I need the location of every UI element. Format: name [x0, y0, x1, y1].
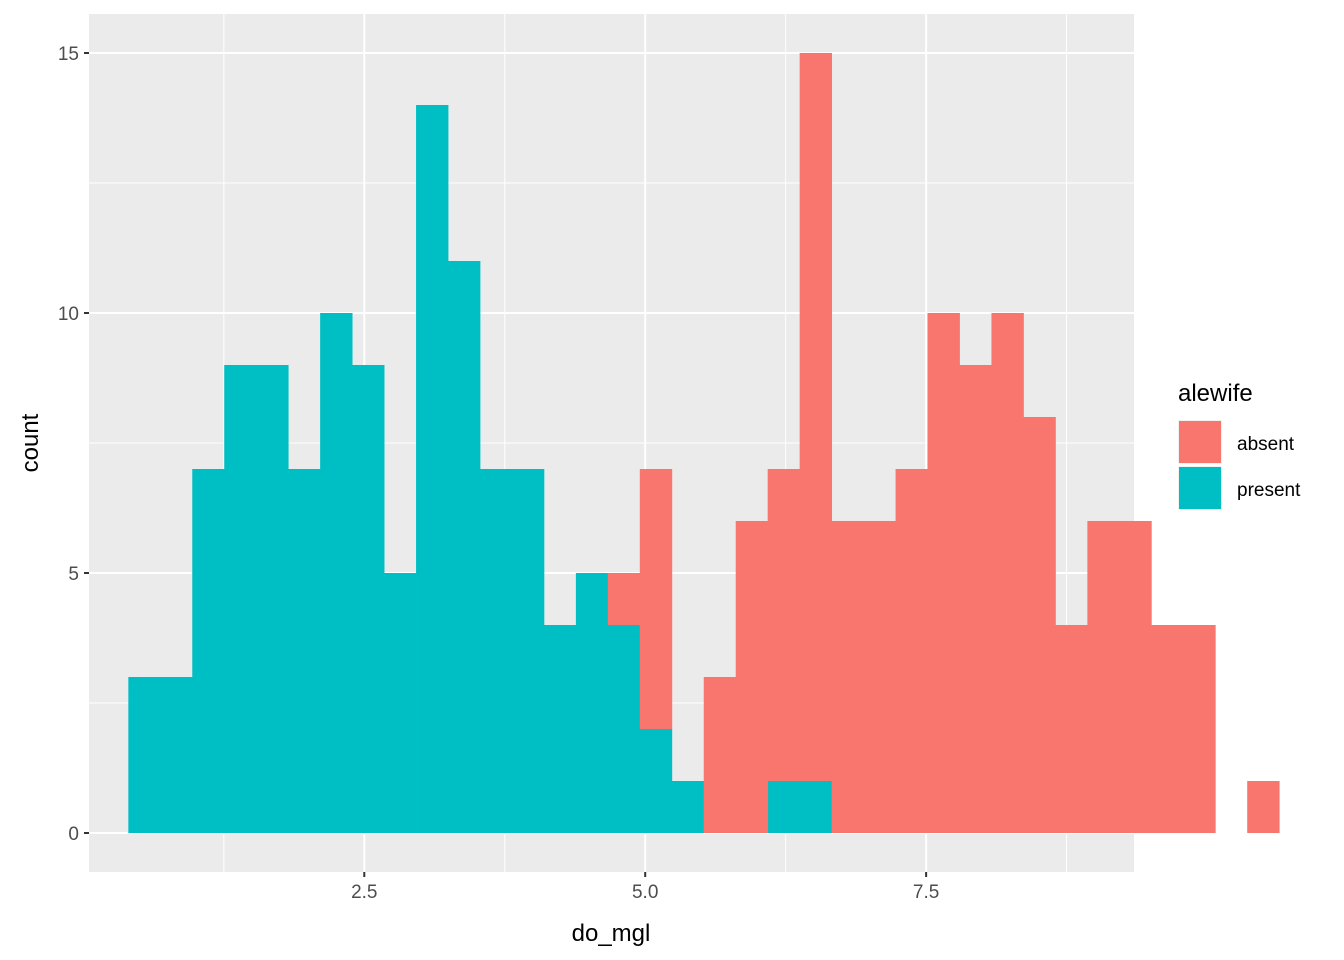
bar-present	[607, 625, 641, 833]
bar-present	[320, 313, 353, 833]
bar-present	[511, 469, 545, 833]
legend: alewife absent present	[1178, 380, 1301, 510]
bar-absent	[1151, 625, 1184, 833]
bar-present	[384, 573, 417, 833]
axis-ticks	[84, 52, 928, 877]
bar-present	[288, 469, 321, 833]
bar-present	[352, 365, 385, 833]
legend-label-absent: absent	[1237, 434, 1295, 455]
x-tick-label: 2.5	[351, 882, 377, 903]
y-tick-label: 10	[58, 304, 79, 325]
bar-present	[639, 729, 673, 833]
legend-title: alewife	[1178, 380, 1253, 407]
x-axis-title: do_mgl	[572, 920, 651, 947]
bar-present	[256, 365, 289, 833]
y-tick-label: 5	[68, 564, 79, 585]
bar-absent	[607, 573, 641, 625]
bar-absent	[1247, 781, 1280, 833]
y-tick-label: 15	[58, 44, 79, 65]
bar-present	[416, 105, 449, 833]
bar-absent	[831, 521, 864, 833]
bar-present	[192, 469, 225, 833]
bar-absent	[1183, 625, 1216, 833]
bar-absent	[767, 469, 801, 781]
bar-absent	[1087, 521, 1120, 833]
x-tick-label: 7.5	[913, 882, 939, 903]
bar-absent	[639, 469, 673, 729]
bar-absent	[703, 677, 737, 833]
bar-present	[224, 365, 257, 833]
bar-present	[479, 469, 513, 833]
bar-absent	[799, 53, 833, 781]
bar-absent	[1055, 625, 1088, 833]
legend-label-present: present	[1237, 480, 1301, 501]
x-tick-label: 5.0	[632, 882, 658, 903]
legend-swatch-absent	[1179, 421, 1221, 463]
bar-absent	[959, 365, 992, 833]
bar-absent	[991, 313, 1024, 833]
bar-absent	[927, 313, 960, 833]
bar-absent	[1023, 417, 1056, 833]
bar-absent	[895, 469, 928, 833]
y-tick-label: 0	[68, 824, 79, 845]
bar-present	[799, 781, 833, 833]
bar-present	[671, 781, 705, 833]
bar-present	[575, 573, 609, 833]
bar-absent	[1119, 521, 1152, 833]
bar-present	[448, 261, 481, 833]
histogram-bars	[128, 53, 1280, 833]
legend-swatch-present	[1179, 467, 1221, 509]
bar-present	[128, 677, 161, 833]
bar-present	[767, 781, 801, 833]
axis-tick-labels: 2.5 5.0 7.5 0 5 10 15	[58, 44, 939, 903]
bar-present	[543, 625, 577, 833]
bar-absent	[735, 521, 769, 833]
bar-present	[160, 677, 193, 833]
y-axis-title: count	[17, 413, 44, 472]
bar-absent	[863, 521, 896, 833]
